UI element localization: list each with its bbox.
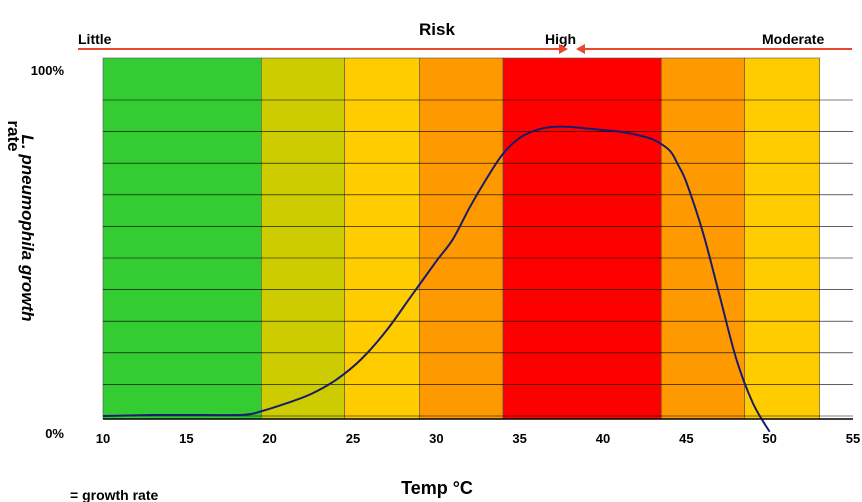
risk-arrows [78, 44, 852, 54]
risk-band-3 [419, 57, 504, 420]
risk-label-right: Moderate [762, 31, 824, 47]
risk-band-2 [344, 57, 420, 420]
x-tick-label: 15 [179, 431, 193, 446]
x-tick-label: 45 [679, 431, 693, 446]
risk-bands [102, 57, 820, 420]
risk-band-4 [502, 57, 662, 420]
growth-rate-line-0 [102, 125, 771, 433]
x-tick-label: 35 [512, 431, 526, 446]
risk-band-0 [102, 57, 262, 420]
risk-arrow-left-head [559, 44, 568, 54]
x-tick-labels: 10 15 20 25 30 35 40 45 50 55 [96, 431, 860, 446]
risk-title: Risk [419, 20, 455, 39]
series-layer [102, 125, 771, 433]
x-tick-label: 10 [96, 431, 110, 446]
x-tick-label: 50 [762, 431, 776, 446]
risk-label-left: Little [78, 31, 112, 47]
legend-text: = growth rate [70, 487, 159, 502]
y-axis-label-line1: L. pneumophila growth [18, 135, 37, 322]
y-tick-0: 0% [45, 426, 64, 441]
x-tick-label: 40 [596, 431, 610, 446]
risk-label-middle: High [545, 31, 576, 47]
x-tick-label: 55 [846, 431, 860, 446]
x-tick-label: 30 [429, 431, 443, 446]
x-tick-label: 25 [346, 431, 360, 446]
x-tick-label: 20 [262, 431, 276, 446]
risk-band-6 [744, 57, 820, 420]
risk-band-1 [261, 57, 345, 420]
x-axis-label: Temp °C [401, 478, 473, 498]
y-axis-label-line2: rate [4, 120, 23, 151]
y-tick-100: 100% [31, 63, 65, 78]
risk-arrow-right-head [576, 44, 585, 54]
risk-band-5 [661, 57, 745, 420]
